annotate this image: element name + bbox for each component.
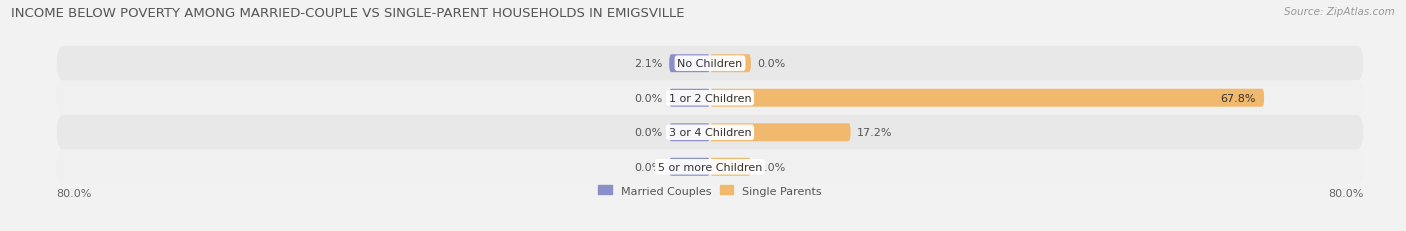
Text: 0.0%: 0.0% <box>634 128 662 138</box>
Text: 0.0%: 0.0% <box>758 59 786 69</box>
Text: INCOME BELOW POVERTY AMONG MARRIED-COUPLE VS SINGLE-PARENT HOUSEHOLDS IN EMIGSVI: INCOME BELOW POVERTY AMONG MARRIED-COUPL… <box>11 7 685 20</box>
Text: 5 or more Children: 5 or more Children <box>658 162 762 172</box>
FancyBboxPatch shape <box>669 158 710 176</box>
Text: 80.0%: 80.0% <box>56 188 91 198</box>
FancyBboxPatch shape <box>56 81 1364 116</box>
Text: No Children: No Children <box>678 59 742 69</box>
FancyBboxPatch shape <box>710 55 751 73</box>
FancyBboxPatch shape <box>669 55 710 73</box>
Text: 1 or 2 Children: 1 or 2 Children <box>669 93 751 103</box>
FancyBboxPatch shape <box>710 158 751 176</box>
FancyBboxPatch shape <box>56 150 1364 184</box>
Legend: Married Couples, Single Parents: Married Couples, Single Parents <box>599 186 821 196</box>
FancyBboxPatch shape <box>710 89 1264 107</box>
Text: Source: ZipAtlas.com: Source: ZipAtlas.com <box>1284 7 1395 17</box>
Text: 17.2%: 17.2% <box>858 128 893 138</box>
FancyBboxPatch shape <box>710 124 851 142</box>
Text: 0.0%: 0.0% <box>634 93 662 103</box>
Text: 3 or 4 Children: 3 or 4 Children <box>669 128 751 138</box>
FancyBboxPatch shape <box>669 124 710 142</box>
FancyBboxPatch shape <box>669 89 710 107</box>
FancyBboxPatch shape <box>56 47 1364 81</box>
Text: 0.0%: 0.0% <box>634 162 662 172</box>
Text: 0.0%: 0.0% <box>758 162 786 172</box>
FancyBboxPatch shape <box>56 116 1364 150</box>
Text: 67.8%: 67.8% <box>1220 93 1256 103</box>
Text: 80.0%: 80.0% <box>1329 188 1364 198</box>
Text: 2.1%: 2.1% <box>634 59 662 69</box>
